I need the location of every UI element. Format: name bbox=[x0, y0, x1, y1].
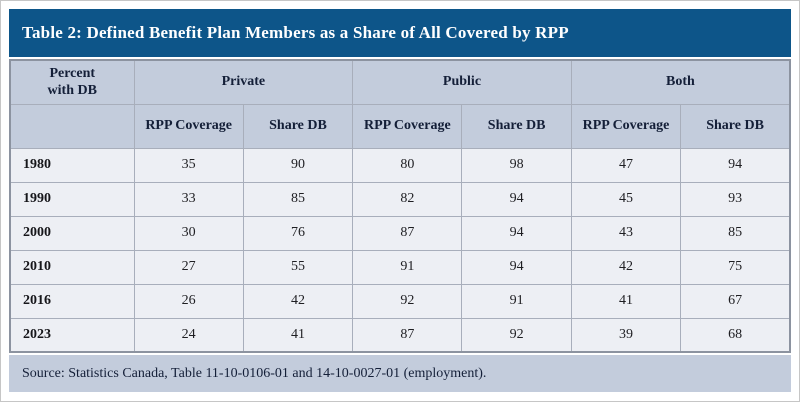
table-header: Percent with DB Private Public Both RPP … bbox=[9, 59, 791, 149]
value-cell: 47 bbox=[570, 147, 682, 183]
value-cell: 30 bbox=[133, 215, 244, 251]
value-cell: 68 bbox=[680, 317, 791, 353]
table-row: 2010 27 55 91 94 42 75 bbox=[9, 249, 791, 285]
group-header-public: Public bbox=[352, 59, 572, 105]
year-label: 2000 bbox=[9, 215, 135, 251]
value-cell: 85 bbox=[242, 181, 354, 217]
value-cell: 24 bbox=[133, 317, 244, 353]
group-header-private: Private bbox=[133, 59, 354, 105]
value-cell: 92 bbox=[352, 283, 463, 319]
value-cell: 45 bbox=[570, 181, 682, 217]
value-cell: 94 bbox=[461, 249, 572, 285]
value-cell: 94 bbox=[680, 147, 791, 183]
year-label: 2023 bbox=[9, 317, 135, 353]
value-cell: 76 bbox=[242, 215, 354, 251]
sub-header-private-rpp-coverage: RPP Coverage bbox=[133, 103, 244, 149]
value-cell: 43 bbox=[570, 215, 682, 251]
sub-header-empty bbox=[9, 103, 135, 149]
year-label: 2010 bbox=[9, 249, 135, 285]
value-cell: 39 bbox=[570, 317, 682, 353]
value-cell: 26 bbox=[133, 283, 244, 319]
value-cell: 55 bbox=[242, 249, 354, 285]
value-cell: 75 bbox=[680, 249, 791, 285]
sub-header-public-rpp-coverage: RPP Coverage bbox=[352, 103, 463, 149]
sub-header-public-share-db: Share DB bbox=[461, 103, 572, 149]
table-row: 2016 26 42 92 91 41 67 bbox=[9, 283, 791, 319]
group-header-both: Both bbox=[570, 59, 791, 105]
sub-header-private-share-db: Share DB bbox=[242, 103, 354, 149]
value-cell: 42 bbox=[242, 283, 354, 319]
value-cell: 41 bbox=[570, 283, 682, 319]
sub-header-row: RPP Coverage Share DB RPP Coverage Share… bbox=[9, 103, 791, 149]
sub-header-both-rpp-coverage: RPP Coverage bbox=[570, 103, 682, 149]
value-cell: 82 bbox=[352, 181, 463, 217]
year-label: 1980 bbox=[9, 147, 135, 183]
value-cell: 94 bbox=[461, 215, 572, 251]
value-cell: 92 bbox=[461, 317, 572, 353]
value-cell: 87 bbox=[352, 215, 463, 251]
benefit-plan-table: Percent with DB Private Public Both RPP … bbox=[9, 59, 791, 353]
value-cell: 42 bbox=[570, 249, 682, 285]
value-cell: 91 bbox=[352, 249, 463, 285]
year-label: 1990 bbox=[9, 181, 135, 217]
table-title: Table 2: Defined Benefit Plan Members as… bbox=[22, 23, 569, 42]
value-cell: 80 bbox=[352, 147, 463, 183]
source-note: Source: Statistics Canada, Table 11-10-0… bbox=[22, 365, 487, 381]
table-row: 1980 35 90 80 98 47 94 bbox=[9, 147, 791, 183]
value-cell: 98 bbox=[461, 147, 572, 183]
value-cell: 94 bbox=[461, 181, 572, 217]
value-cell: 87 bbox=[352, 317, 463, 353]
table-body: 1980 35 90 80 98 47 94 1990 33 85 82 94 … bbox=[9, 147, 791, 353]
value-cell: 85 bbox=[680, 215, 791, 251]
table-row: 2023 24 41 87 92 39 68 bbox=[9, 317, 791, 353]
value-cell: 27 bbox=[133, 249, 244, 285]
sub-header-both-share-db: Share DB bbox=[680, 103, 791, 149]
value-cell: 90 bbox=[242, 147, 354, 183]
value-cell: 33 bbox=[133, 181, 244, 217]
year-label: 2016 bbox=[9, 283, 135, 319]
value-cell: 93 bbox=[680, 181, 791, 217]
value-cell: 91 bbox=[461, 283, 572, 319]
value-cell: 41 bbox=[242, 317, 354, 353]
value-cell: 35 bbox=[133, 147, 244, 183]
corner-header-percent-with-db: Percent with DB bbox=[9, 59, 135, 105]
value-cell: 67 bbox=[680, 283, 791, 319]
table-row: 1990 33 85 82 94 45 93 bbox=[9, 181, 791, 217]
table-row: 2000 30 76 87 94 43 85 bbox=[9, 215, 791, 251]
source-note-bar: Source: Statistics Canada, Table 11-10-0… bbox=[9, 355, 791, 392]
table-title-bar: Table 2: Defined Benefit Plan Members as… bbox=[9, 9, 791, 57]
group-header-row: Percent with DB Private Public Both bbox=[9, 59, 791, 105]
